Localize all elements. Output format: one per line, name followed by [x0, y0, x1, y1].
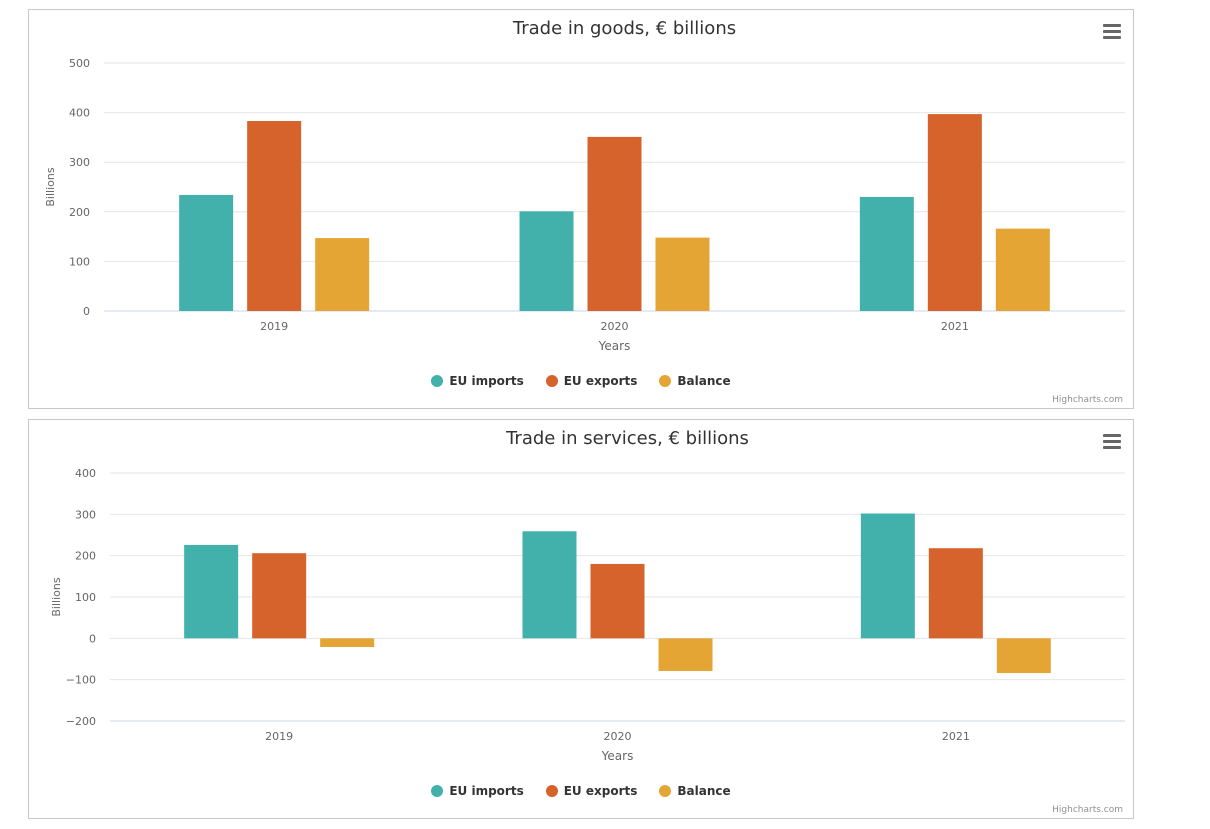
- menu-bar: [1103, 434, 1121, 437]
- legend-label-balance: Balance: [677, 374, 731, 388]
- goods-legend: EU imports EU exports Balance: [29, 374, 1133, 388]
- y-tick-label: 200: [69, 206, 90, 219]
- bar-imports-2019: [184, 544, 239, 639]
- x-tick-label: 2020: [604, 730, 632, 743]
- bar-imports-2021: [859, 196, 914, 311]
- bar-imports-2020: [522, 531, 577, 639]
- bar-exports-2021: [927, 114, 982, 311]
- legend-label-imports: EU imports: [449, 784, 524, 798]
- y-axis-title: Billions: [44, 167, 57, 206]
- legend-label-exports: EU exports: [563, 784, 638, 798]
- y-tick-label: 500: [69, 57, 90, 70]
- y-tick-label: 200: [75, 550, 96, 563]
- legend-dot-balance: [659, 785, 672, 797]
- bar-balance-2020: [658, 638, 713, 671]
- bar-imports-2020: [519, 211, 574, 311]
- bar-exports-2020: [587, 136, 642, 311]
- goods-chart-svg: Trade in goods, € billions 0 100 200 300 400 5…: [44, 18, 1125, 353]
- bar-exports-2020: [590, 563, 645, 639]
- legend-item-imports[interactable]: EU imports: [431, 784, 524, 798]
- bar-balance-2019: [320, 638, 375, 648]
- legend-dot-imports: [431, 785, 444, 797]
- bar-imports-2019: [179, 194, 234, 311]
- bar-balance-2019: [315, 238, 370, 311]
- menu-bar: [1103, 440, 1121, 443]
- bar-exports-2019: [247, 121, 302, 311]
- y-axis-title: Billions: [50, 577, 63, 616]
- services-chart-svg: Trade in services, € billions −200 −100 0 10…: [50, 428, 1125, 763]
- bar-exports-2021: [928, 548, 983, 639]
- y-tick-label: 400: [75, 467, 96, 480]
- menu-bar: [1103, 24, 1121, 27]
- credits-link[interactable]: Highcharts.com: [1052, 805, 1123, 815]
- x-tick-label: 2021: [941, 320, 969, 333]
- x-tick-label: 2019: [260, 320, 288, 333]
- y-tick-label: 100: [69, 255, 90, 268]
- goods-chart-panel: Trade in goods, € billions 0 100 200 300 400 5…: [28, 9, 1134, 409]
- legend-label-balance: Balance: [677, 784, 731, 798]
- x-tick-label: 2020: [601, 320, 629, 333]
- chart-menu-icon[interactable]: [1103, 24, 1121, 40]
- y-tick-label: 300: [75, 508, 96, 521]
- legend-dot-exports: [545, 375, 558, 387]
- legend-item-balance[interactable]: Balance: [659, 374, 731, 388]
- legend-item-balance[interactable]: Balance: [659, 784, 731, 798]
- bar-exports-2019: [252, 553, 307, 639]
- menu-bar: [1103, 36, 1121, 39]
- y-tick-label: 300: [69, 156, 90, 169]
- bar-balance-2021: [995, 228, 1050, 311]
- y-tick-label: −200: [66, 715, 96, 728]
- y-tick-label: 400: [69, 107, 90, 120]
- services-legend: EU imports EU exports Balance: [29, 784, 1133, 798]
- menu-bar: [1103, 446, 1121, 449]
- y-tick-label: 0: [83, 305, 90, 318]
- legend-item-imports[interactable]: EU imports: [431, 374, 524, 388]
- legend-dot-imports: [431, 375, 444, 387]
- chart-title: Trade in services, € billions: [505, 428, 749, 449]
- services-chart-panel: Trade in services, € billions −200 −100 0 10…: [28, 419, 1134, 819]
- bar-balance-2020: [655, 237, 710, 311]
- legend-dot-balance: [659, 375, 672, 387]
- menu-bar: [1103, 30, 1121, 33]
- bar-imports-2021: [860, 513, 915, 639]
- x-tick-label: 2021: [942, 730, 970, 743]
- y-tick-label: 100: [75, 591, 96, 604]
- legend-item-exports[interactable]: EU exports: [545, 374, 638, 388]
- y-tick-label: −100: [66, 674, 96, 687]
- chart-menu-icon[interactable]: [1103, 434, 1121, 450]
- x-tick-label: 2019: [265, 730, 293, 743]
- y-tick-label: 0: [89, 632, 96, 645]
- chart-title: Trade in goods, € billions: [512, 18, 736, 39]
- legend-item-exports[interactable]: EU exports: [545, 784, 638, 798]
- bar-balance-2021: [996, 638, 1051, 674]
- credits-link[interactable]: Highcharts.com: [1052, 395, 1123, 405]
- x-axis-title: Years: [598, 339, 631, 353]
- legend-dot-exports: [545, 785, 558, 797]
- legend-label-exports: EU exports: [563, 374, 638, 388]
- legend-label-imports: EU imports: [449, 374, 524, 388]
- x-axis-title: Years: [601, 749, 634, 763]
